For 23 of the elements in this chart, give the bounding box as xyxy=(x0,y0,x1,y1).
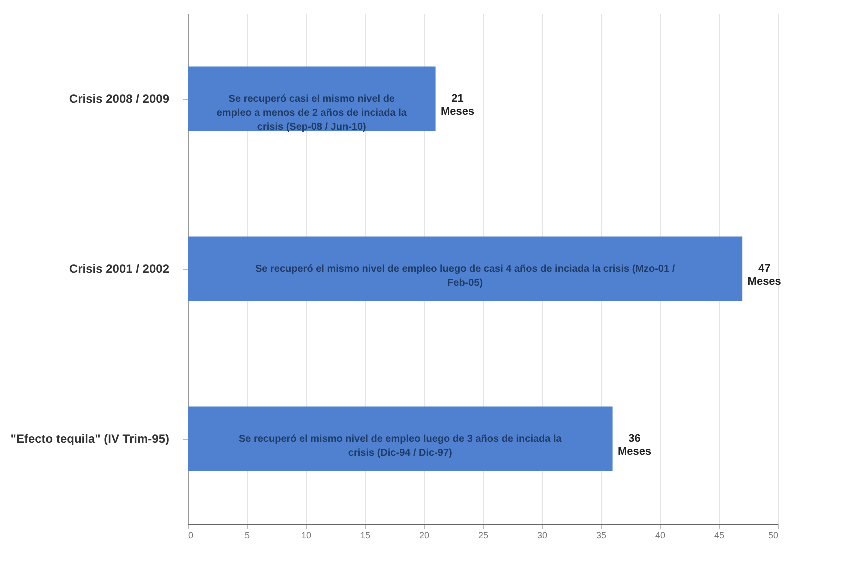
y-tick-label: Crisis 2001 / 2002 xyxy=(69,262,170,276)
x-tick-label: 45 xyxy=(714,530,725,540)
x-tick-label: 35 xyxy=(596,530,607,540)
x-tick-label: 15 xyxy=(360,530,371,540)
data-label: 47 Meses xyxy=(748,263,782,288)
annotation: Se recuperó casi el mismo nivel de empleo a menos de 2 años de inciada la crisis (Sep-08 / Jun-10) xyxy=(216,94,408,133)
bar xyxy=(188,236,743,302)
x-tick-label: 30 xyxy=(537,530,548,540)
x-tick-label: 5 xyxy=(244,530,250,540)
x-tick-label: 50 xyxy=(768,530,778,540)
annotation: Se recuperó el mismo nivel de empleo luego de casi 4 años de inciada la crisis (Mzo-01 / Feb-05) xyxy=(255,264,676,289)
x-tick-label: 0 xyxy=(188,530,194,540)
bar xyxy=(188,66,436,132)
x-tick-label: 25 xyxy=(478,530,489,540)
bar xyxy=(188,406,613,472)
x-tick-label: 10 xyxy=(301,530,312,540)
data-label: 21 Meses xyxy=(440,93,475,118)
y-tick-label: Crisis 2008 / 2009 xyxy=(69,92,170,106)
x-tick-label: 20 xyxy=(419,530,430,540)
annotation: Se recuperó el mismo nivel de empleo luego de 3 años de inciada la crisis (Dic-94 / Dic-97) xyxy=(238,434,562,459)
data-label: 36 Meses xyxy=(618,433,652,458)
y-tick-label: "Efecto tequila" (IV Trim-95) xyxy=(10,432,170,446)
x-tick-label: 40 xyxy=(655,530,666,540)
